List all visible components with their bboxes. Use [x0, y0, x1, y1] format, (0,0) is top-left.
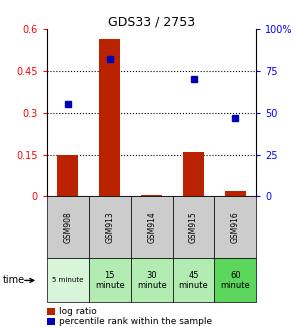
Text: GSM915: GSM915: [189, 211, 198, 243]
Bar: [225, 191, 246, 196]
Title: GDS33 / 2753: GDS33 / 2753: [108, 15, 195, 28]
Bar: [99, 39, 120, 196]
Bar: [57, 154, 78, 196]
Text: time: time: [3, 275, 25, 285]
Bar: [141, 195, 162, 196]
Text: 45
minute: 45 minute: [179, 271, 208, 290]
Text: log ratio: log ratio: [59, 307, 96, 316]
Text: GSM916: GSM916: [231, 211, 240, 243]
Text: 5 minute: 5 minute: [52, 277, 84, 284]
Text: 60
minute: 60 minute: [221, 271, 250, 290]
Text: percentile rank within the sample: percentile rank within the sample: [59, 317, 212, 326]
Text: 30
minute: 30 minute: [137, 271, 166, 290]
Text: GSM913: GSM913: [105, 211, 114, 243]
Text: GSM914: GSM914: [147, 211, 156, 243]
Text: 15
minute: 15 minute: [95, 271, 125, 290]
Bar: [183, 152, 204, 196]
Text: GSM908: GSM908: [63, 211, 72, 243]
